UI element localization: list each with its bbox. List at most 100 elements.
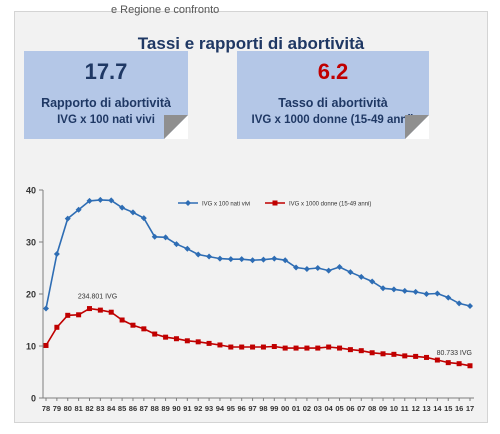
- data-point-1: [119, 317, 125, 323]
- data-point-0: [423, 291, 430, 297]
- x-tick-label: 16: [455, 404, 463, 413]
- ratio-value: 17.7: [84, 59, 128, 84]
- data-point-1: [206, 340, 212, 346]
- data-point-1: [54, 324, 60, 330]
- annotation-latest: 80.733 IVG: [437, 350, 472, 357]
- series-line-0: [45, 199, 471, 309]
- x-tick-label: 79: [53, 404, 61, 413]
- x-tick-label: 78: [42, 404, 50, 413]
- x-tick-label: 17: [466, 404, 474, 413]
- x-tick-label: 95: [227, 404, 235, 413]
- data-point-0: [303, 266, 310, 273]
- data-point-1: [413, 353, 419, 359]
- data-point-1: [424, 354, 430, 360]
- rate-card-fold-shade: [405, 115, 429, 139]
- y-tick-label: 10: [26, 342, 36, 352]
- data-point-0: [467, 302, 473, 309]
- x-tick-label: 80: [64, 404, 72, 413]
- x-tick-label: 96: [238, 404, 246, 413]
- y-tick-label: 0: [31, 394, 36, 404]
- data-point-0: [64, 215, 71, 222]
- x-tick-label: 86: [129, 404, 137, 413]
- data-point-1: [369, 350, 375, 356]
- legend-label-0: IVG x 100 nati vivi: [202, 202, 250, 208]
- x-tick-label: 13: [422, 404, 430, 413]
- data-point-1: [337, 345, 343, 351]
- x-tick-label: 01: [292, 404, 300, 413]
- data-point-0: [162, 234, 169, 241]
- data-point-1: [86, 306, 92, 312]
- data-point-0: [282, 257, 289, 264]
- x-tick-label: 90: [172, 404, 180, 413]
- data-point-1: [217, 342, 223, 348]
- data-point-1: [108, 309, 114, 315]
- data-point-0: [358, 273, 365, 280]
- y-tick-label: 30: [26, 238, 36, 248]
- data-point-1: [380, 351, 386, 357]
- x-tick-label: 02: [303, 404, 311, 413]
- series-line-1: [45, 307, 471, 367]
- ratio-card-fold-shade: [164, 115, 188, 139]
- data-point-0: [129, 209, 136, 216]
- data-point-1: [434, 357, 440, 363]
- data-point-1: [391, 351, 397, 357]
- x-tick-label: 97: [248, 404, 256, 413]
- x-tick-label: 94: [216, 404, 225, 413]
- x-tick-label: 91: [183, 404, 191, 413]
- data-point-1: [152, 331, 158, 337]
- data-point-1: [250, 344, 256, 350]
- annotation-peak: 234.801 IVG: [78, 294, 117, 301]
- x-tick-label: 08: [368, 404, 376, 413]
- x-tick-label: 15: [444, 404, 452, 413]
- data-point-0: [97, 196, 104, 203]
- data-point-0: [325, 267, 332, 274]
- data-point-0: [206, 253, 213, 260]
- data-point-0: [347, 269, 354, 276]
- data-point-1: [402, 353, 408, 359]
- x-tick-label: 12: [411, 404, 419, 413]
- data-point-1: [65, 312, 71, 318]
- x-tick-label: 11: [401, 404, 409, 413]
- data-point-1: [445, 360, 451, 366]
- x-tick-label: 89: [161, 404, 169, 413]
- x-tick-label: 84: [107, 404, 116, 413]
- data-point-0: [53, 250, 60, 257]
- data-point-0: [195, 251, 202, 258]
- data-point-1: [358, 348, 364, 354]
- x-tick-label: 09: [379, 404, 387, 413]
- data-point-1: [467, 363, 473, 369]
- data-point-0: [271, 255, 278, 262]
- x-tick-label: 87: [140, 404, 148, 413]
- data-point-0: [238, 256, 245, 263]
- x-tick-label: 06: [346, 404, 354, 413]
- data-point-1: [326, 344, 332, 350]
- data-point-1: [141, 326, 147, 332]
- data-point-0: [151, 233, 158, 240]
- data-point-0: [43, 305, 49, 312]
- data-point-0: [173, 241, 180, 248]
- ratio-label: Rapporto di abortività: [41, 96, 171, 110]
- data-point-0: [401, 287, 408, 294]
- y-tick-label: 20: [26, 290, 36, 300]
- data-point-0: [445, 294, 452, 301]
- legend-label-1: IVG x 1000 donne (15-49 anni): [289, 202, 371, 208]
- data-point-0: [75, 206, 82, 213]
- ratio-unit: IVG x 100 nati vivi: [57, 114, 155, 126]
- x-tick-label: 10: [390, 404, 398, 413]
- x-tick-label: 00: [281, 404, 289, 413]
- data-point-1: [184, 338, 190, 344]
- x-tick-label: 85: [118, 404, 126, 413]
- x-tick-label: 04: [324, 404, 333, 413]
- data-point-0: [184, 245, 191, 252]
- x-tick-label: 99: [270, 404, 278, 413]
- x-tick-label: 05: [335, 404, 343, 413]
- x-tick-label: 83: [96, 404, 104, 413]
- data-point-1: [347, 347, 353, 353]
- data-point-0: [86, 197, 93, 204]
- ratio-card: 17.7 Rapporto di abortività IVG x 100 na…: [24, 51, 188, 139]
- data-point-0: [260, 256, 267, 263]
- data-point-0: [412, 288, 419, 295]
- data-point-1: [163, 334, 169, 340]
- data-point-1: [304, 345, 310, 351]
